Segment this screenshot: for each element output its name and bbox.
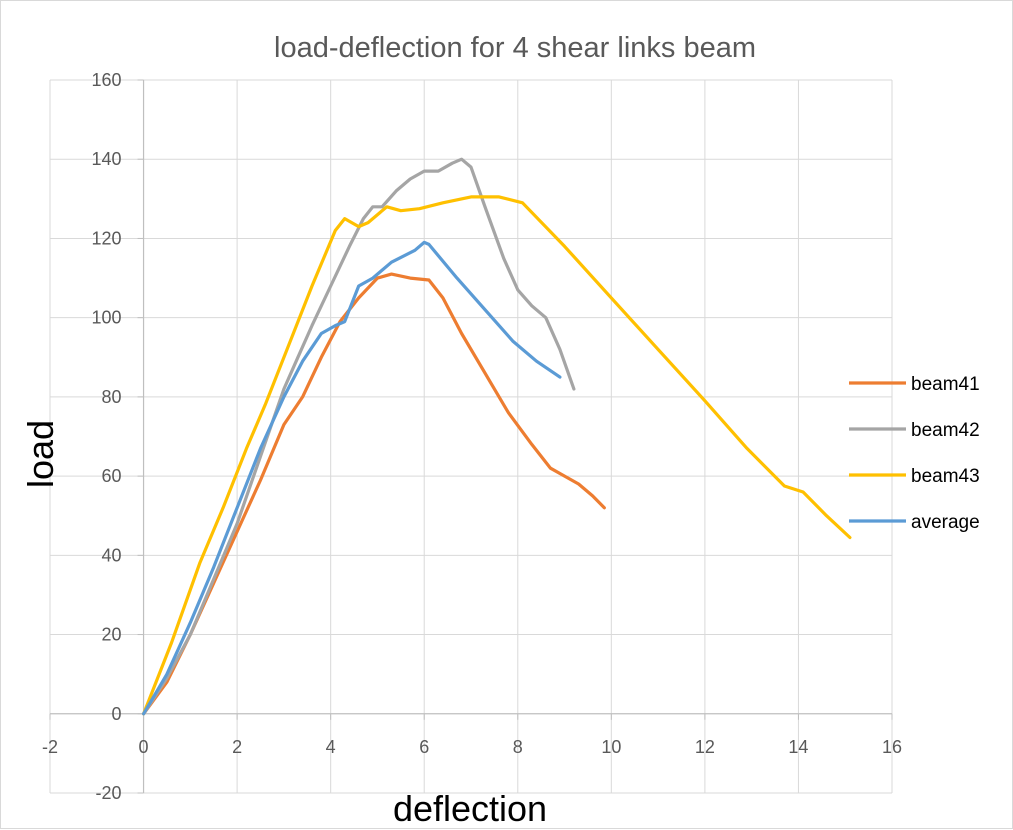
x-tick-label: 16 — [882, 737, 902, 757]
series-line-beam42 — [142, 157, 576, 716]
x-tick-label: 14 — [788, 737, 808, 757]
series-line-beam41 — [142, 272, 606, 716]
x-tick-label: 4 — [326, 737, 336, 757]
y-tick-label: 120 — [92, 228, 122, 248]
gridlines — [49, 79, 893, 794]
legend-label-beam42: beam42 — [911, 420, 980, 441]
legend: beam41 beam42 beam43 average — [849, 374, 980, 533]
y-tick-label: 60 — [102, 466, 122, 486]
series-lines — [142, 157, 852, 716]
y-tick-label: 20 — [102, 625, 122, 645]
legend-label-beam41: beam41 — [911, 374, 980, 395]
axes — [49, 79, 893, 794]
y-tick-label: 100 — [92, 308, 122, 328]
y-axis-title: load — [20, 420, 61, 488]
y-tick-label: 0 — [112, 704, 122, 724]
x-axis-title: deflection — [393, 788, 547, 829]
x-tick-label: 10 — [601, 737, 621, 757]
y-tick-label: 40 — [102, 545, 122, 565]
y-tick-label: 80 — [102, 387, 122, 407]
x-tick-label: 12 — [695, 737, 715, 757]
legend-label-beam43: beam43 — [911, 466, 980, 487]
legend-label-average: average — [911, 512, 980, 533]
series-line-beam43 — [142, 195, 852, 716]
y-tick-label: 140 — [92, 149, 122, 169]
chart-title: load-deflection for 4 shear links beam — [274, 32, 756, 64]
series-line-average — [142, 240, 562, 716]
x-tick-label: -2 — [42, 737, 58, 757]
x-tick-label: 8 — [513, 737, 523, 757]
x-tick-label: 0 — [139, 737, 149, 757]
x-tick-label: 6 — [419, 737, 429, 757]
y-tick-label: 160 — [92, 70, 122, 90]
x-tick-label: 2 — [232, 737, 242, 757]
y-tick-label: -20 — [96, 783, 122, 803]
